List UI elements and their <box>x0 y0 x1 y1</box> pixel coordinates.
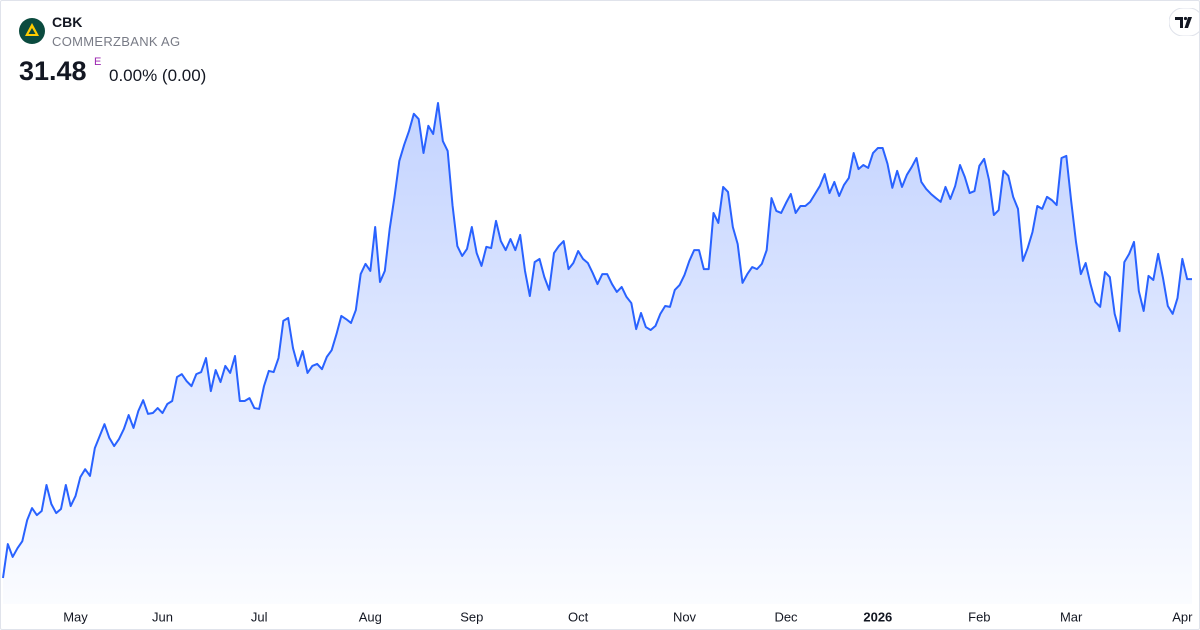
price-change: 0.00% (0.00) <box>109 66 207 85</box>
tradingview-logo[interactable] <box>1169 8 1199 36</box>
x-tick-label: Mar <box>1060 609 1083 624</box>
x-tick-label: Jun <box>152 609 173 624</box>
x-tick-label: Jul <box>251 609 268 624</box>
area-fill <box>3 103 1192 604</box>
last-price: 31.48 <box>19 56 87 86</box>
price-flag: E <box>94 56 102 68</box>
x-tick-label: Apr <box>1172 609 1193 624</box>
x-tick-label: Dec <box>774 609 798 624</box>
x-tick-label: 2026 <box>863 609 892 624</box>
x-tick-label: Oct <box>568 609 589 624</box>
x-tick-label: Feb <box>968 609 990 624</box>
company-name: COMMERZBANK AG <box>52 34 181 49</box>
x-tick-label: Aug <box>359 609 382 624</box>
company-logo <box>19 18 45 44</box>
x-tick-label: Nov <box>673 609 697 624</box>
x-tick-label: May <box>63 609 88 624</box>
symbol: CBK <box>52 14 83 30</box>
x-tick-label: Sep <box>460 609 483 624</box>
price-line <box>2 102 1192 579</box>
